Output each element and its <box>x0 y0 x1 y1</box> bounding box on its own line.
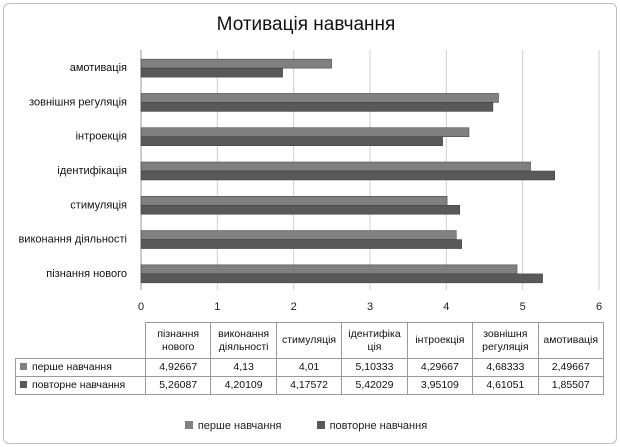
table-cell: 5,10333 <box>341 358 408 377</box>
legend-item: повторне навчання <box>316 420 428 432</box>
table-cell: 4,68333 <box>472 358 539 377</box>
bar-first <box>140 58 332 69</box>
category-label: зовнішня регуляція <box>29 96 127 108</box>
table-row: повторне навчання 5,26087 4,20109 4,1757… <box>15 376 604 395</box>
legend-swatch <box>316 421 325 429</box>
category-label: виконання діяльності <box>18 234 127 246</box>
legend: перше навчання повторне навчання <box>0 420 612 432</box>
table-header: виконання діяльності <box>210 322 277 359</box>
table-cell: 5,26087 <box>144 376 212 395</box>
bar-repeat <box>140 102 494 112</box>
table-header-row: пізнання нового виконання діяльності сти… <box>15 322 604 359</box>
table-cell: 3,95109 <box>406 376 474 395</box>
legend-label: повторне навчання <box>329 420 428 432</box>
category-label: ідентифікація <box>57 165 127 177</box>
table-corner <box>15 322 146 359</box>
series-name: повторне навчання <box>32 379 126 391</box>
table-cell: 4,01 <box>275 358 343 377</box>
category-label: інтроекція <box>76 131 127 143</box>
bar-first <box>140 230 457 240</box>
bar-repeat <box>140 239 462 249</box>
x-tick-label: 1 <box>214 301 220 313</box>
category-label: стимуляція <box>70 199 127 211</box>
table-header: ідентифіка ція <box>341 322 408 359</box>
table-cell: 4,61051 <box>472 376 539 395</box>
x-tick-label: 4 <box>443 301 449 313</box>
table-cell: 4,13 <box>210 358 277 377</box>
table-row-header: перше навчання <box>15 358 146 377</box>
x-tick-label: 6 <box>596 301 602 313</box>
table-cell: 4,20109 <box>210 376 277 395</box>
legend-label: перше навчання <box>197 420 282 432</box>
bar-repeat <box>140 205 460 215</box>
table-cell: 4,29667 <box>406 358 474 377</box>
table-header: стимуляція <box>275 322 343 359</box>
bar-repeat <box>140 67 283 78</box>
category-label: пізнання нового <box>46 268 127 280</box>
data-table: пізнання нового виконання діяльності сти… <box>15 322 604 395</box>
bar-repeat <box>140 273 543 284</box>
chart-title: Мотивація навчання <box>216 14 396 35</box>
x-tick-label: 2 <box>291 301 297 313</box>
legend-item: перше навчання <box>184 420 282 432</box>
table-header: інтроекція <box>406 322 474 359</box>
table-row: перше навчання 4,92667 4,13 4,01 5,10333… <box>15 358 604 377</box>
bar-first <box>140 161 531 172</box>
x-tick-label: 5 <box>520 301 526 313</box>
x-tick-label: 0 <box>138 301 144 313</box>
bar-first <box>140 196 448 206</box>
category-label: амотивація <box>70 62 127 74</box>
series-swatch <box>20 381 27 388</box>
table-cell: 4,17572 <box>275 376 343 395</box>
table-cell: 4,92667 <box>144 358 212 377</box>
table-cell: 2,49667 <box>537 358 604 377</box>
bar-repeat <box>140 170 555 181</box>
legend-swatch <box>184 421 193 429</box>
table-header: амотивація <box>537 322 604 359</box>
table-header: зовнішня регуляція <box>472 322 539 359</box>
bar-first <box>140 93 499 103</box>
table-cell: 1,85507 <box>537 376 604 395</box>
table-header: пізнання нового <box>144 322 212 359</box>
bar-first <box>140 127 470 137</box>
x-tick-label: 3 <box>367 301 373 313</box>
table-cell: 5,42029 <box>341 376 408 395</box>
bar-repeat <box>140 136 443 146</box>
table-row-header: повторне навчання <box>15 376 146 395</box>
bar-first <box>140 264 518 275</box>
series-name: перше навчання <box>32 361 112 373</box>
series-swatch <box>20 363 27 370</box>
